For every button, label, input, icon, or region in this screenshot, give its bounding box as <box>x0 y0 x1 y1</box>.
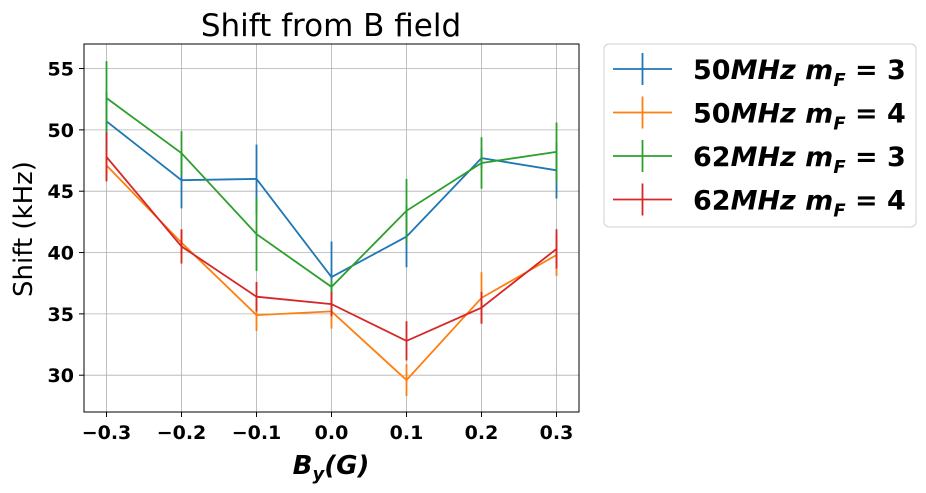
x-tick-label: 0.0 <box>315 422 349 444</box>
series-4 <box>105 132 558 361</box>
legend-entry-1: 50MHz mF = 3 <box>613 53 906 91</box>
y-tick-label: 45 <box>48 181 74 203</box>
y-tick-label: 50 <box>48 120 74 142</box>
x-tick-label: 0.3 <box>540 422 574 444</box>
grid-lines <box>84 44 579 412</box>
y-tick-label: 40 <box>48 243 74 265</box>
x-axis-label: By(G) <box>293 451 370 485</box>
legend-entries: 50MHz mF = 3 50MHz mF = 4 62MHz mF = 3 62MH… <box>613 53 906 222</box>
x-tick-label: 0.2 <box>465 422 499 444</box>
legend: 50MHz mF = 3 50MHz mF = 4 62MHz mF = 3 62MH… <box>603 43 917 228</box>
series-layer <box>105 61 558 397</box>
legend-entry-2: 50MHz mF = 4 <box>613 96 906 135</box>
legend-label: 50MHz mF = 4 <box>693 99 906 135</box>
series-3 <box>105 61 558 294</box>
x-tick-label: −0.1 <box>232 422 282 444</box>
legend-entry-3: 62MHz mF = 3 <box>613 140 906 178</box>
axis-ticks: −0.3 −0.2 −0.1 0.0 0.1 0.2 0.3 30 35 40 45 50 55 <box>48 59 574 444</box>
x-tick-label: −0.3 <box>82 422 132 444</box>
legend-label: 62MHz mF = 3 <box>693 142 906 178</box>
y-tick-label: 30 <box>48 365 74 387</box>
legend-frame <box>603 43 917 228</box>
x-axis-label-sub: y <box>312 464 325 485</box>
legend-label: 50MHz mF = 3 <box>693 55 906 91</box>
legend-label: 62MHz mF = 4 <box>693 186 906 222</box>
x-axis-label-base: B <box>293 451 313 481</box>
x-tick-label: 0.1 <box>390 422 424 444</box>
chart-title: Shift from B field <box>201 8 461 44</box>
y-tick-label: 35 <box>48 304 74 326</box>
y-axis-label: Shift (kHz) <box>9 161 39 297</box>
x-tick-label: −0.2 <box>157 422 207 444</box>
legend-entry-4: 62MHz mF = 4 <box>613 183 906 222</box>
y-tick-label: 55 <box>48 59 74 81</box>
x-axis-label-rest: (G) <box>324 451 369 481</box>
